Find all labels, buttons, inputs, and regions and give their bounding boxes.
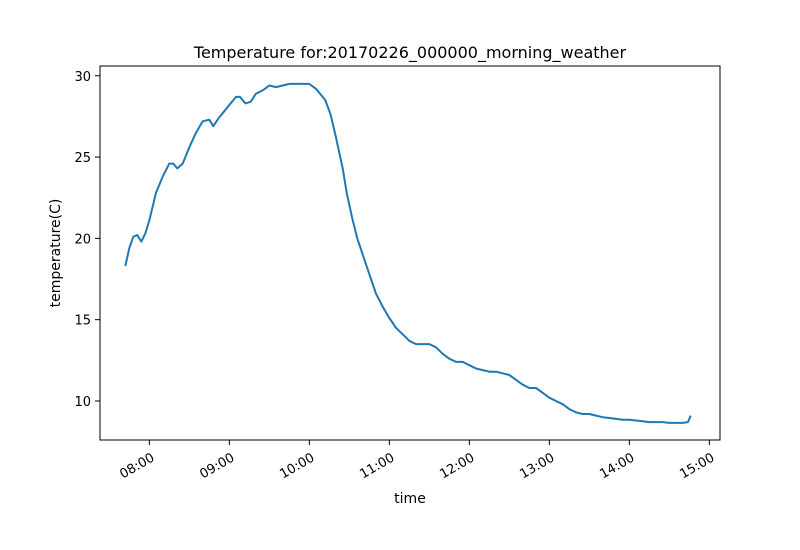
x-tick-label: 14:00 xyxy=(597,450,637,482)
y-tick-label: 15 xyxy=(74,314,91,329)
y-tick-label: 25 xyxy=(74,151,91,166)
x-tick-label: 12:00 xyxy=(437,450,477,482)
series-layer xyxy=(124,82,692,424)
x-tick-label: 10:00 xyxy=(277,450,317,482)
series-line xyxy=(124,82,692,424)
y-tick-label: 30 xyxy=(74,70,91,85)
x-tick-label: 15:00 xyxy=(677,450,717,482)
x-tick-label: 09:00 xyxy=(197,450,237,482)
x-axis-label: time xyxy=(394,491,426,507)
chart-title: Temperature for:20170226_000000_morning_… xyxy=(193,43,627,63)
y-axis: 10 15 20 25 30 xyxy=(74,70,100,410)
x-tick-label: 13:00 xyxy=(517,450,557,482)
x-tick-label: 11:00 xyxy=(357,450,397,482)
x-axis: 08:00 09:00 10:00 11:00 12:00 13:00 14:00 15:00 xyxy=(117,440,717,482)
y-tick-label: 10 xyxy=(74,395,91,410)
y-axis-label: temperature(C) xyxy=(48,199,64,308)
x-tick-label: 08:00 xyxy=(117,450,157,482)
y-tick-label: 20 xyxy=(74,232,91,247)
plot-area xyxy=(99,65,721,441)
